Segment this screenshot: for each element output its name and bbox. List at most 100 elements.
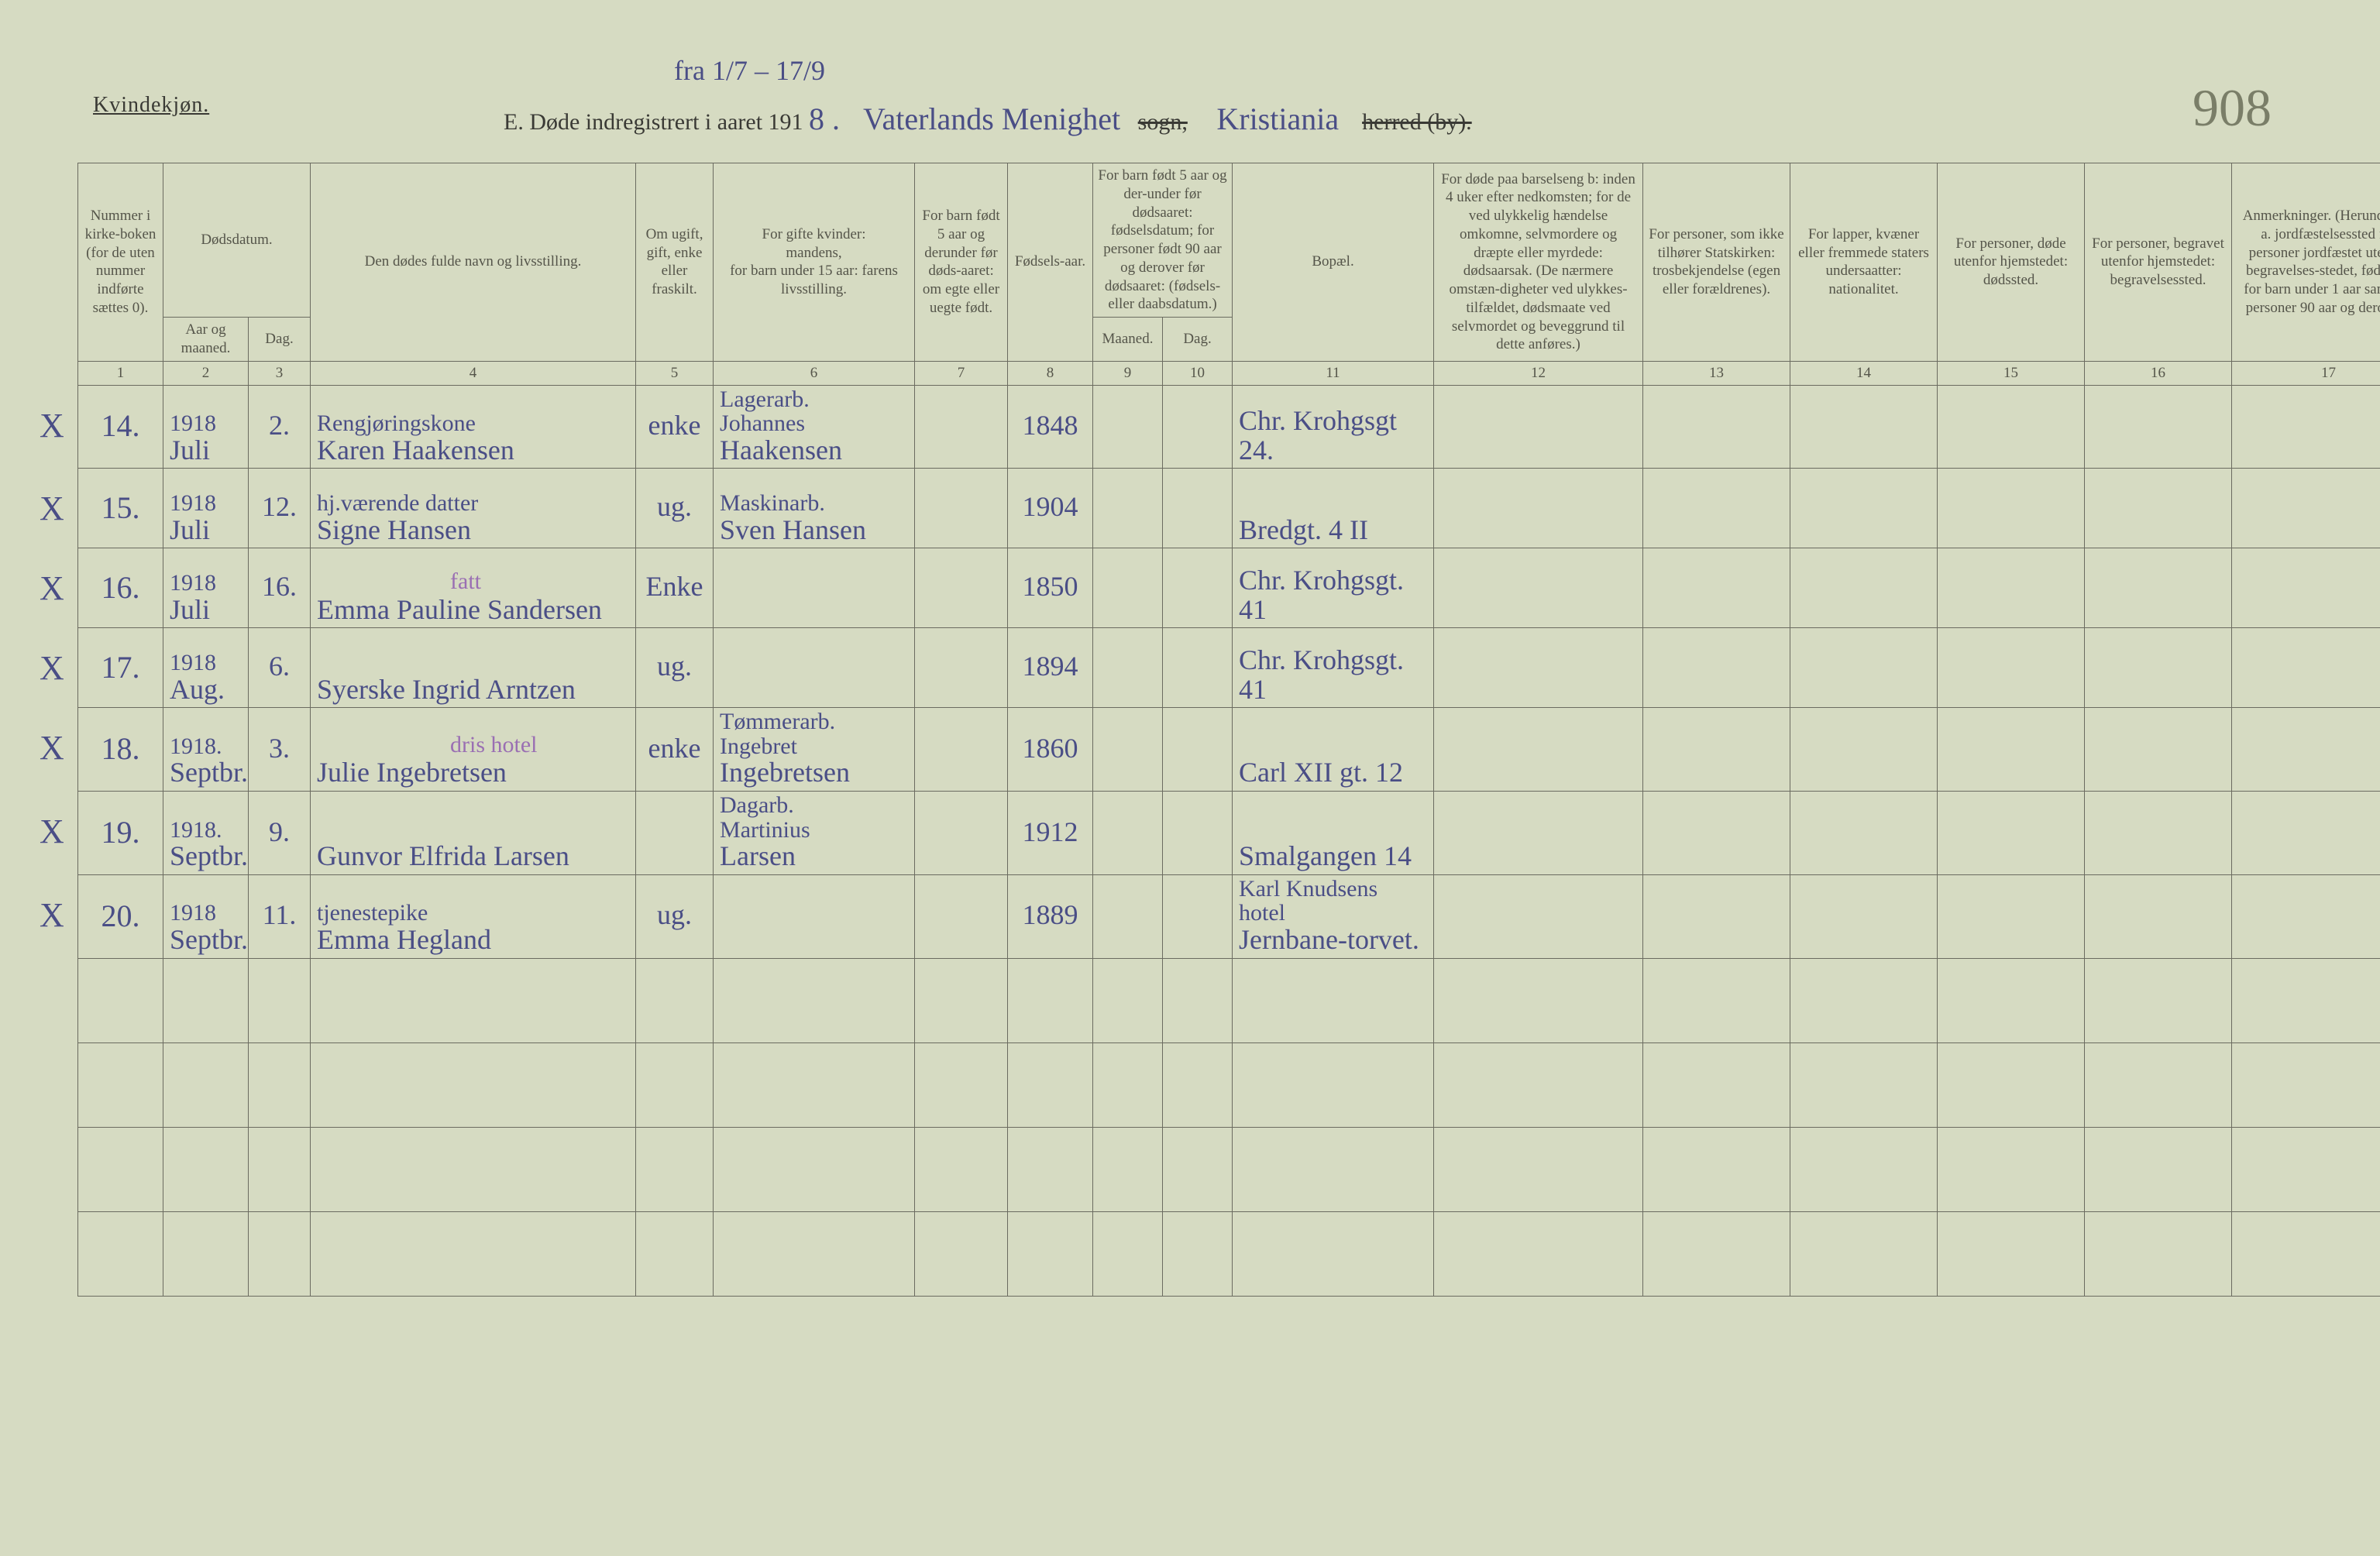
cell-lower: Smalgangen 14 — [1239, 842, 1427, 871]
title-prefix: E. Døde indregistrert i aaret 191 — [504, 109, 803, 135]
col-number: 17 — [2232, 361, 2380, 385]
ledger-page: Kvindekjøn. fra 1/7 – 17/9 E. Døde indre… — [0, 0, 2380, 1556]
cell-lower: enke — [642, 411, 707, 441]
x-mark: X — [40, 568, 64, 608]
cell-lower: Gunvor Elfrida Larsen — [317, 842, 629, 871]
cell-upper: hj.værende datter — [317, 491, 629, 516]
cell-upper: 1918 — [170, 571, 242, 596]
cell-empty — [1093, 1211, 1163, 1296]
cell-empty — [1163, 1211, 1233, 1296]
cell — [1790, 708, 1938, 792]
cell: Gunvor Elfrida Larsen — [311, 792, 636, 875]
row-number-cell: X14. — [78, 385, 163, 469]
cell — [1163, 548, 1233, 628]
page-header: Kvindekjøn. fra 1/7 – 17/9 E. Døde indre… — [77, 54, 2318, 155]
header-row-1: Nummer i kirke-boken (for de uten nummer… — [78, 163, 2380, 318]
sogn-strike: sogn, — [1138, 109, 1188, 135]
cell-upper: 1918 — [170, 411, 242, 436]
cell-lower: 1860 — [1014, 734, 1086, 764]
col-number: 16 — [2085, 361, 2232, 385]
cell-empty — [1093, 1042, 1163, 1127]
cell-lower: Enke — [642, 572, 707, 602]
table-row-empty — [78, 1127, 2380, 1211]
cell — [915, 792, 1008, 875]
cell-empty — [2232, 958, 2380, 1042]
cell-upper: Dagarb. — [720, 793, 908, 818]
cell-empty — [1643, 958, 1790, 1042]
table-body: X14.1918Juli2.RengjøringskoneKaren Haake… — [78, 385, 2380, 1296]
col-bopel: Bopæl. — [1233, 163, 1434, 362]
cell — [2085, 874, 2232, 958]
cell-empty — [636, 1127, 714, 1211]
cell: ug. — [636, 469, 714, 548]
cell-empty — [311, 1042, 636, 1127]
table-row: X16.1918Juli16.Emma Pauline Sandersenfat… — [78, 548, 2380, 628]
cell — [2085, 469, 2232, 548]
cell-lower: 1889 — [1014, 901, 1086, 930]
cell — [1093, 874, 1163, 958]
cell: 11. — [249, 874, 311, 958]
cell-upper: 1918. — [170, 734, 242, 759]
cell-lower: Larsen — [720, 842, 908, 871]
col-number: 7 — [915, 361, 1008, 385]
x-mark: X — [40, 728, 64, 768]
cell: 1860 — [1008, 708, 1093, 792]
cell-lower: Ingebretsen — [720, 758, 908, 788]
cell-upper: Martinius — [720, 818, 908, 843]
title-year: 8 . — [809, 101, 840, 136]
cell — [1643, 469, 1790, 548]
cell: enke — [636, 385, 714, 469]
cell: Carl XII gt. 12 — [1233, 708, 1434, 792]
cell: ug. — [636, 628, 714, 708]
cell — [1938, 385, 2085, 469]
cell-empty — [78, 1042, 163, 1127]
table-row: X18.1918.Septbr.3.Julie Ingebretsendris … — [78, 708, 2380, 792]
cell-lower: ug. — [642, 493, 707, 522]
x-mark: X — [40, 895, 64, 935]
cell-lower: 1848 — [1014, 411, 1086, 441]
cell-empty — [1434, 1127, 1643, 1211]
cell-empty — [78, 958, 163, 1042]
row-number-cell: X15. — [78, 469, 163, 548]
cell-upper: Lagerarb. — [720, 387, 908, 412]
cell — [1643, 792, 1790, 875]
cell-lower: 1894 — [1014, 652, 1086, 682]
row-number: 20. — [101, 898, 140, 933]
cell-empty — [915, 1042, 1008, 1127]
table-head: Nummer i kirke-boken (for de uten nummer… — [78, 163, 2380, 386]
cell-empty — [1163, 1042, 1233, 1127]
cell-empty — [915, 1127, 1008, 1211]
col-number: 2 — [163, 361, 249, 385]
cell-empty — [249, 958, 311, 1042]
cell-lower: ug. — [642, 652, 707, 682]
col-number: 3 — [249, 361, 311, 385]
column-number-row: 1234567891011121314151617 — [78, 361, 2380, 385]
cell-empty — [249, 1211, 311, 1296]
cell-lower: 12. — [255, 493, 304, 522]
cell-spouse: Lagerarb.JohannesHaakensen — [714, 385, 915, 469]
col-maaned2: Maaned. — [1093, 318, 1163, 362]
cell-upper: 1918 — [170, 651, 242, 675]
col-number: 15 — [1938, 361, 2085, 385]
col-egte: For barn født 5 aar og derunder før døds… — [915, 163, 1008, 362]
cell-empty — [2232, 1127, 2380, 1211]
col-dodsdatum: Dødsdatum. — [163, 163, 311, 318]
cell — [2232, 874, 2380, 958]
col-fodselsaar: Fødsels-aar. — [1008, 163, 1093, 362]
cell: 1912 — [1008, 792, 1093, 875]
cell — [1790, 792, 1938, 875]
cell — [2232, 548, 2380, 628]
cell: ug. — [636, 874, 714, 958]
ledger-table: Nummer i kirke-boken (for de uten nummer… — [77, 163, 2380, 1297]
cell-upper: Maskinarb. — [720, 491, 908, 516]
district-name: Kristiania — [1216, 101, 1339, 136]
cell — [1938, 628, 2085, 708]
cell-empty — [1938, 1211, 2085, 1296]
col-nummer: Nummer i kirke-boken (for de uten nummer… — [78, 163, 163, 362]
row-number: 16. — [101, 570, 140, 605]
col-spouse-mid: mandens, — [786, 245, 841, 261]
page-number: 908 — [2193, 77, 2272, 139]
cell-empty — [249, 1127, 311, 1211]
cell-empty — [311, 958, 636, 1042]
cell-upper: 1918 — [170, 491, 242, 516]
